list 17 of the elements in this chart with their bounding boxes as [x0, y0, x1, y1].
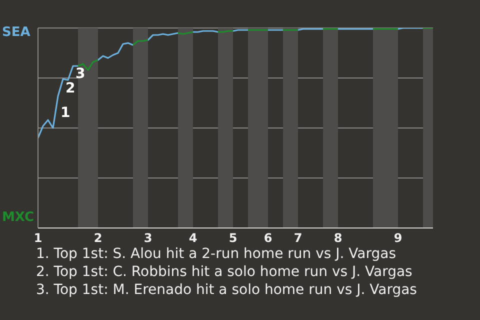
x-tick-label: 9	[394, 231, 402, 245]
annotation: 2	[66, 80, 76, 96]
text: MXC	[2, 210, 34, 225]
x-tick-label: 2	[94, 231, 102, 245]
x-tick-label: 1	[34, 231, 42, 245]
x-tick-label: 3	[144, 231, 152, 245]
annotation: 3	[76, 66, 86, 82]
x-tick-label: 7	[294, 231, 302, 245]
x-tick-label: 6	[264, 231, 272, 245]
x-tick-label: 4	[188, 231, 198, 245]
annotation: 1	[60, 104, 70, 121]
text: 2. Top 1st: C. Robbins hit a solo home run vs J. Vargas	[36, 263, 414, 281]
text: SEA	[2, 25, 30, 40]
x-tick-label: 8	[334, 231, 342, 245]
x-tick-label: 5	[228, 231, 238, 245]
text: 1. Top 1st: S. Alou hit a 2-run home run vs J. Vargas	[36, 245, 398, 263]
text: 3. Top 1st: M. Erenado hit a solo home run vs J. Vargas	[36, 281, 417, 299]
